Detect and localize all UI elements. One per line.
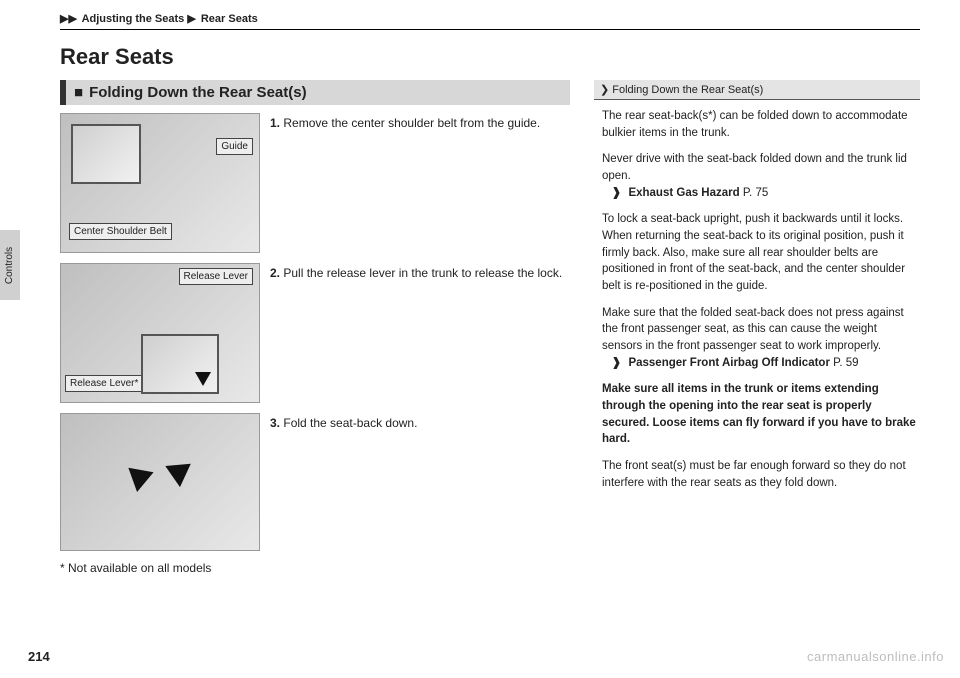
step3-text: 3. Fold the seat-back down. (270, 413, 570, 551)
step2-image: Release Lever Release Lever* (60, 263, 260, 403)
page-title: Rear Seats (60, 44, 920, 70)
right-p5-block: Make sure that the folded seat-back does… (602, 305, 916, 372)
side-tab: Controls (0, 230, 20, 300)
step3-num: 3. (270, 416, 280, 430)
step1-text: 1. Remove the center shoulder belt from … (270, 113, 570, 253)
footnote: * Not available on all models (60, 561, 570, 575)
xref-arrow-icon: ❱ (612, 357, 622, 369)
right-p1: The rear seat-back(s*) can be folded dow… (602, 108, 916, 141)
step3-image (60, 413, 260, 551)
down-arrow-icon (195, 372, 211, 386)
right-p6-bold: Make sure all items in the trunk or item… (602, 383, 916, 445)
xref-arrow-icon: ❱ (612, 187, 622, 199)
step1-image: Guide Center Shoulder Belt (60, 113, 260, 253)
step2-num: 2. (270, 266, 280, 280)
step1-inset (71, 124, 141, 184)
xref2-page: P. 59 (833, 357, 858, 369)
right-p6: Make sure all items in the trunk or item… (602, 381, 916, 448)
right-head: ❯ Folding Down the Rear Seat(s) (594, 80, 920, 100)
right-head-icon: ❯ (600, 84, 609, 96)
step2-inset (141, 334, 219, 394)
breadcrumb-section: Adjusting the Seats (82, 13, 185, 25)
right-p4: When returning the seat-back to its orig… (602, 230, 905, 292)
step1-body: Remove the center shoulder belt from the… (283, 116, 540, 130)
page-number: 214 (28, 649, 50, 664)
watermark: carmanualsonline.info (807, 649, 944, 664)
right-p5: Make sure that the folded seat-back does… (602, 307, 904, 352)
side-tab-label: Controls (5, 246, 16, 283)
callout-guide: Guide (216, 138, 253, 155)
subhead-text: Folding Down the Rear Seat(s) (89, 84, 307, 101)
subhead-marker: ■ (74, 84, 83, 101)
callout-center-belt: Center Shoulder Belt (69, 223, 172, 240)
right-p2: Never drive with the seat-back folded do… (602, 153, 907, 182)
right-p3-p4-block: To lock a seat-back upright, push it bac… (602, 211, 916, 294)
step-row: Release Lever Release Lever* 2. Pull the… (60, 263, 570, 403)
fold-arrow-icon (165, 464, 192, 489)
xref1-label: Exhaust Gas Hazard (628, 187, 739, 199)
breadcrumb-arrow: ▶ (187, 13, 195, 25)
fold-arrow-icon (124, 468, 153, 495)
left-column: ■ Folding Down the Rear Seat(s) Guide Ce… (60, 80, 570, 575)
breadcrumb-sub: Rear Seats (201, 13, 258, 25)
right-head-text: Folding Down the Rear Seat(s) (612, 84, 763, 96)
xref2-label: Passenger Front Airbag Off Indicator (628, 357, 830, 369)
callout-release-lever: Release Lever (179, 268, 253, 285)
xref1-page: P. 75 (743, 187, 768, 199)
right-body: The rear seat-back(s*) can be folded dow… (594, 108, 920, 491)
right-p2-block: Never drive with the seat-back folded do… (602, 151, 916, 201)
right-p7: The front seat(s) must be far enough for… (602, 458, 916, 491)
breadcrumb: ▶▶ Adjusting the Seats ▶ Rear Seats (60, 12, 920, 25)
step3-body: Fold the seat-back down. (283, 416, 417, 430)
breadcrumb-arrow: ▶▶ (60, 13, 77, 25)
page: ▶▶ Adjusting the Seats ▶ Rear Seats Rear… (0, 0, 960, 585)
columns: ■ Folding Down the Rear Seat(s) Guide Ce… (60, 80, 920, 575)
step-row: Guide Center Shoulder Belt 1. Remove the… (60, 113, 570, 253)
subhead-bar: ■ Folding Down the Rear Seat(s) (60, 80, 570, 105)
right-column: ❯ Folding Down the Rear Seat(s) The rear… (594, 80, 920, 575)
right-p3: To lock a seat-back upright, push it bac… (602, 213, 903, 225)
callout-release-lever-star: Release Lever* (65, 375, 143, 392)
step2-body: Pull the release lever in the trunk to r… (283, 266, 562, 280)
top-rule (60, 29, 920, 30)
step2-text: 2. Pull the release lever in the trunk t… (270, 263, 570, 403)
step-row: 3. Fold the seat-back down. (60, 413, 570, 551)
step1-num: 1. (270, 116, 280, 130)
